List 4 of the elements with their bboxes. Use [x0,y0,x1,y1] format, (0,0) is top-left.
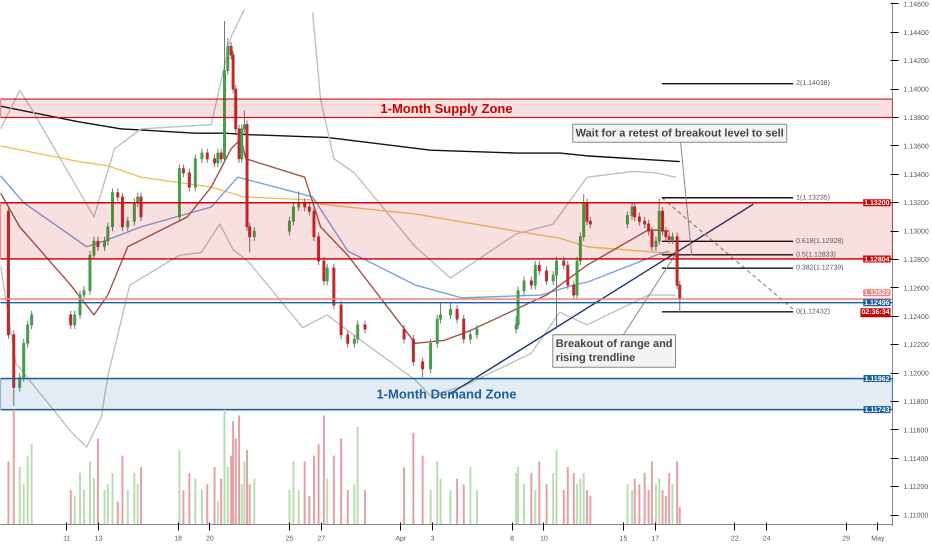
band-label: 1-Month Supply Zone [380,100,513,116]
annotation: Breakout of range and rising trendline [556,338,673,364]
band-label: 1-Month Demand Zone [376,386,517,402]
annotation: Wait for a retest of breakout level to sell [576,127,784,140]
